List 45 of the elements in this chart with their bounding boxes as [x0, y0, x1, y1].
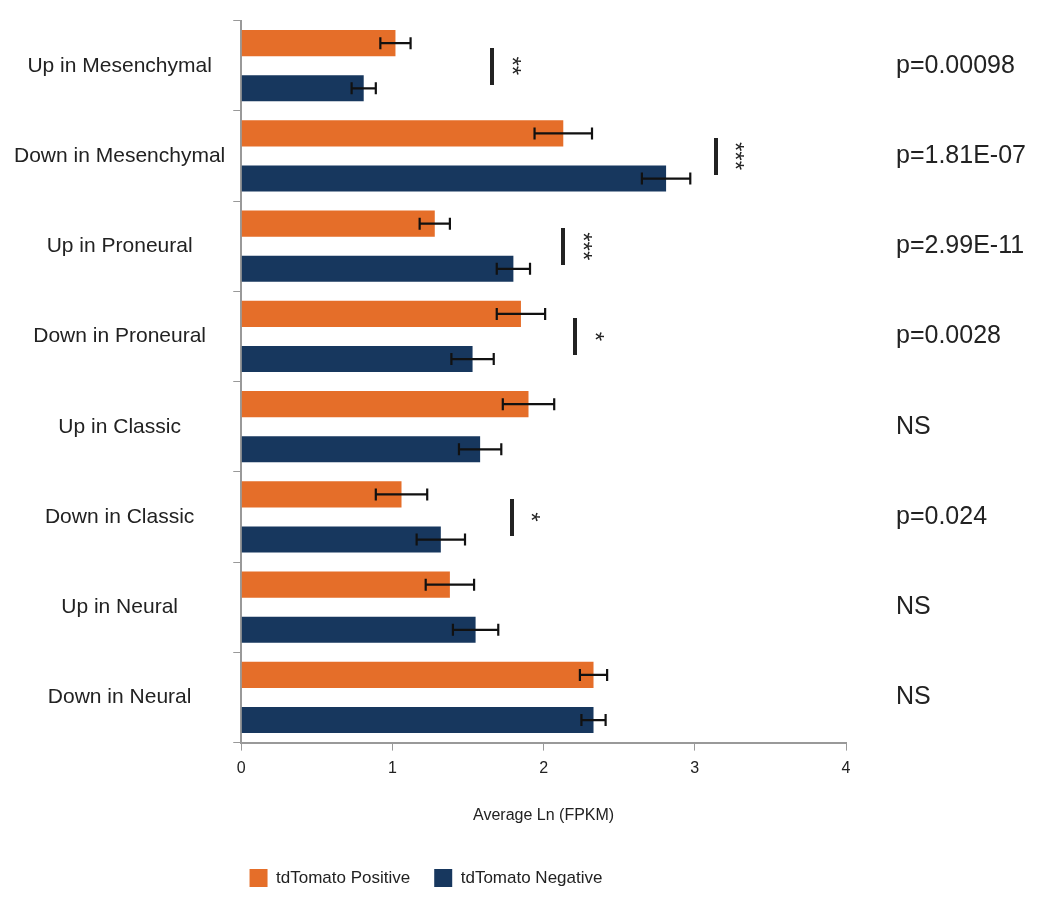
bar: [241, 255, 514, 282]
bar: [241, 436, 481, 463]
x-tick-label: 2: [539, 758, 549, 776]
x-axis-title: Average Ln (FPKM): [473, 805, 615, 823]
annotation: **: [498, 56, 526, 76]
bar: [241, 345, 473, 373]
text: p=0.0028: [896, 320, 1001, 349]
bar: [241, 706, 594, 734]
bar: [241, 391, 529, 418]
annotation: ***: [569, 232, 597, 261]
text: p=0.024: [896, 500, 988, 529]
text: NS: [896, 681, 931, 710]
text: p=2.99E-11: [896, 230, 1025, 259]
y-tick-label: Up in Classic: [58, 413, 181, 437]
text: NS: [896, 410, 931, 439]
y-tick-label: Down in Proneural: [33, 323, 207, 347]
y-tick-label: Up in Mesenchymal: [27, 52, 212, 76]
y-tick-label: Up in Neural: [61, 594, 178, 618]
bar: [241, 661, 594, 688]
text: p=0.00098: [896, 49, 1015, 78]
bar: [241, 616, 476, 643]
bar: [241, 75, 364, 102]
x-tick-label: 0: [236, 758, 246, 776]
y-tick-label: Down in Mesenchymal: [13, 142, 226, 166]
bar: [241, 571, 450, 598]
bar: [241, 165, 667, 192]
x-tick-label: 1: [387, 758, 397, 776]
text: p=1.81E-07: [896, 139, 1026, 168]
legend-label: tdTomato Negative: [460, 867, 603, 887]
bar: [241, 210, 435, 237]
bar: [241, 526, 441, 553]
annotation: *: [518, 512, 546, 522]
x-tick-label: 4: [841, 758, 851, 776]
y-tick-label: Up in Proneural: [46, 233, 193, 257]
y-tick-label: Down in Classic: [44, 503, 195, 527]
y-tick-label: Down in Neural: [47, 684, 192, 708]
annotation: *: [581, 331, 609, 342]
legend-label: tdTomato Positive: [276, 867, 411, 887]
bar: [241, 300, 521, 327]
bar: [241, 120, 564, 147]
x-tick-label: 3: [690, 758, 700, 776]
bar: [241, 30, 396, 57]
text: NS: [896, 591, 931, 620]
annotation: ***: [722, 141, 750, 170]
bar: [241, 481, 402, 508]
